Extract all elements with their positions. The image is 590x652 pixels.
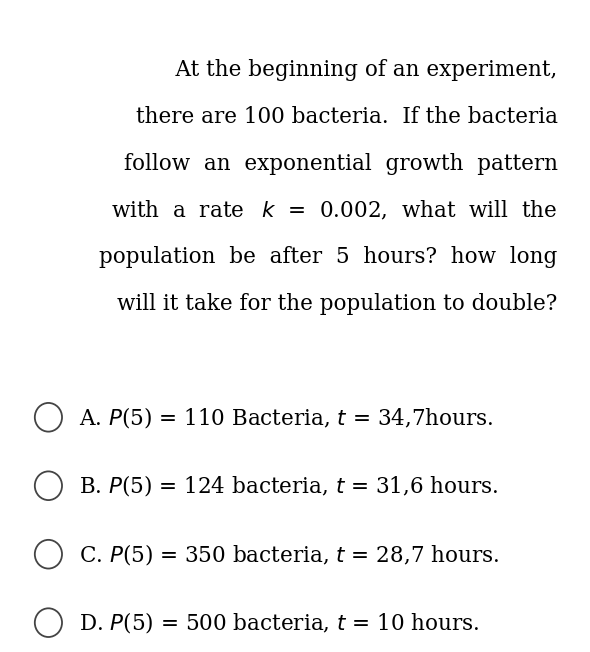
Text: D. $P$(5) = 500 bacteria, $t$ = 10 hours.: D. $P$(5) = 500 bacteria, $t$ = 10 hours… — [79, 610, 480, 635]
Text: population  be  after  5  hours?  how  long: population be after 5 hours? how long — [99, 246, 558, 269]
Text: A. $P$(5) = 110 Bacteria, $t$ = 34,7hours.: A. $P$(5) = 110 Bacteria, $t$ = 34,7hour… — [79, 405, 494, 430]
Text: follow  an  exponential  growth  pattern: follow an exponential growth pattern — [124, 153, 558, 175]
Text: C. $P$(5) = 350 bacteria, $t$ = 28,7 hours.: C. $P$(5) = 350 bacteria, $t$ = 28,7 hou… — [79, 542, 499, 567]
Text: At the beginning of an experiment,: At the beginning of an experiment, — [149, 59, 558, 81]
Text: with  a  rate   $k$  =  0.002,  what  will  the: with a rate $k$ = 0.002, what will the — [112, 200, 558, 222]
Text: B. $P$(5) = 124 bacteria, $t$ = 31,6 hours.: B. $P$(5) = 124 bacteria, $t$ = 31,6 hou… — [79, 473, 499, 498]
Text: there are 100 bacteria.  If the bacteria: there are 100 bacteria. If the bacteria — [136, 106, 558, 128]
Text: will it take for the population to double?: will it take for the population to doubl… — [117, 293, 558, 316]
